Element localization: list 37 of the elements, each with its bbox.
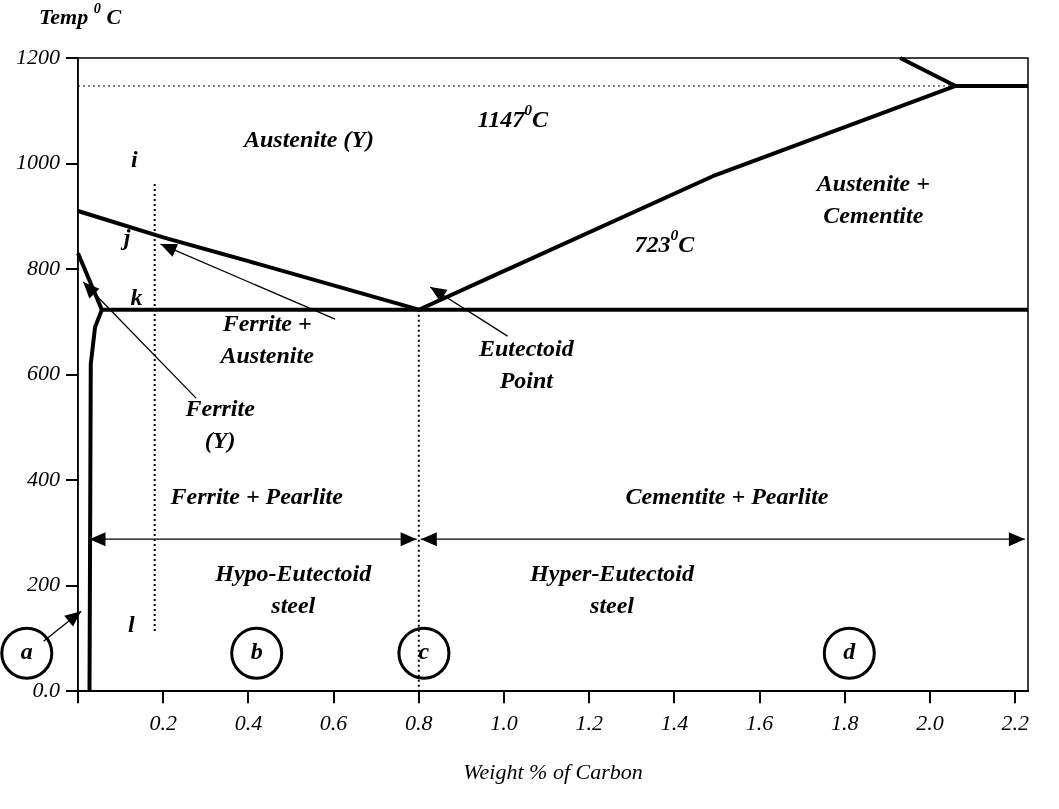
annotation: Ferrite (Y) [184,395,256,454]
x-tick-label: 1.8 [831,710,859,736]
annotation: Ferrite + Pearlite [169,483,344,510]
annotation: b [250,638,263,665]
annotation: j [119,224,131,251]
annotation: k [130,284,143,311]
annotation: Ferrite + Austenite [218,310,315,369]
annotation: d [843,638,857,665]
x-tick-label: 1.2 [575,710,603,736]
x-tick-label: 0.2 [149,710,177,736]
annotation: l [127,611,135,638]
annotation: Austenite + Cementite [814,170,930,229]
y-tick-label: 400 [27,465,60,491]
x-tick-label: 1.4 [660,710,689,736]
annotation: Cementite + Pearlite [625,483,829,510]
y-tick-label: 600 [27,360,60,386]
annotation: Hyper-Eutectoid steel [529,560,696,619]
annotation: i [131,146,139,173]
y-tick-label: 1000 [16,149,60,175]
y-tick-label: 800 [27,254,60,280]
x-tick-label: 0.4 [234,710,263,736]
y-tick-label: 200 [27,571,60,597]
x-tick-label: 2.0 [916,710,944,736]
y-axis-title: Temp 0 C [38,0,122,29]
x-tick-label: 1.6 [745,710,774,736]
x-tick-label: 0.6 [319,710,348,736]
y-tick-label: 1200 [16,43,60,69]
x-axis-title: Weight % of Carbon [463,758,643,784]
y-tick-label: 0.0 [32,676,60,702]
annotation: c [418,638,430,665]
annotation: Austenite (Y) [241,126,374,153]
x-tick-label: 0.8 [405,710,433,736]
annotation: Eutectoid Point [478,335,575,394]
x-tick-label: 2.2 [1001,710,1029,736]
text: a [20,638,33,665]
annotation: Hypo-Eutectoid steel [214,560,373,619]
x-tick-label: 1.0 [490,710,518,736]
